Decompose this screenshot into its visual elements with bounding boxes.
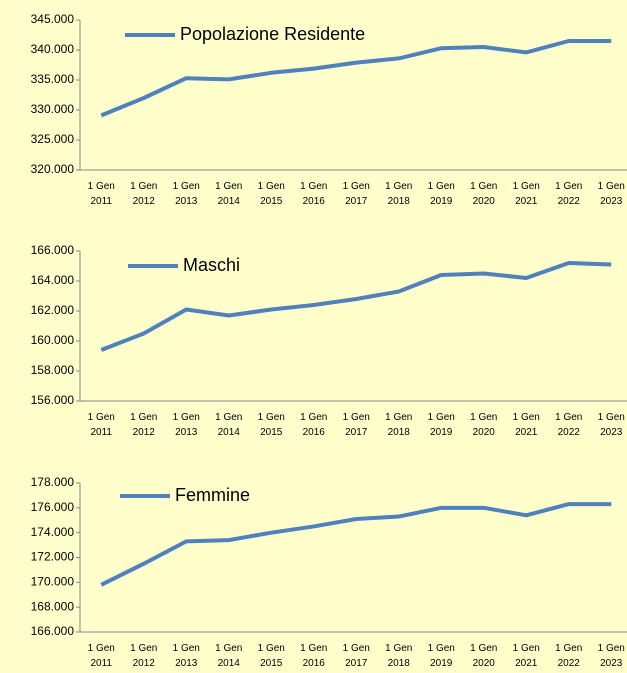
- y-tick-label: 166.000: [31, 624, 75, 638]
- x-tick-label: 1 Gen 2014: [215, 412, 243, 438]
- legend-label: Femmine: [175, 485, 250, 505]
- x-tick-label: 1 Gen 2017: [342, 412, 370, 438]
- y-tick-label: 162.000: [31, 303, 75, 317]
- y-tick-label: 320.000: [31, 162, 75, 176]
- y-tick-label: 340.000: [31, 42, 75, 56]
- x-tick-label: 1 Gen 2014: [215, 181, 243, 207]
- y-tick-label: 178.000: [31, 475, 75, 489]
- x-tick-label: 1 Gen 2023: [597, 643, 625, 669]
- y-tick-label: 158.000: [31, 363, 75, 377]
- x-tick-label: 1 Gen 2015: [257, 412, 285, 438]
- x-tick-label: 1 Gen 2012: [130, 643, 158, 669]
- x-tick-label: 1 Gen 2014: [215, 643, 243, 669]
- y-tick-label: 168.000: [31, 599, 75, 613]
- y-tick-label: 156.000: [31, 393, 75, 407]
- y-tick-label: 176.000: [31, 500, 75, 514]
- x-tick-label: 1 Gen 2021: [512, 643, 540, 669]
- x-tick-label: 1 Gen 2023: [597, 412, 625, 438]
- x-tick-label: 1 Gen 2012: [130, 181, 158, 207]
- y-tick-label: 170.000: [31, 575, 75, 589]
- x-tick-label: 1 Gen 2019: [427, 412, 455, 438]
- y-tick-label: 335.000: [31, 72, 75, 86]
- legend-label: Popolazione Residente: [180, 24, 365, 44]
- x-tick-label: 1 Gen 2018: [385, 181, 413, 207]
- x-tick-label: 1 Gen 2015: [257, 643, 285, 669]
- y-tick-label: 325.000: [31, 132, 75, 146]
- x-tick-label: 1 Gen 2020: [470, 643, 498, 669]
- x-tick-label: 1 Gen 2021: [512, 181, 540, 207]
- x-tick-label: 1 Gen 2017: [342, 181, 370, 207]
- x-tick-label: 1 Gen 2011: [87, 643, 115, 669]
- x-tick-label: 1 Gen 2020: [470, 412, 498, 438]
- x-tick-label: 1 Gen 2016: [300, 643, 328, 669]
- legend-label: Maschi: [183, 255, 240, 275]
- x-tick-label: 1 Gen 2015: [257, 181, 285, 207]
- series-line: [100, 502, 612, 587]
- x-tick-label: 1 Gen 2011: [87, 412, 115, 438]
- series-line: [100, 39, 612, 118]
- x-tick-label: 1 Gen 2013: [172, 412, 200, 438]
- y-tick-label: 330.000: [31, 102, 75, 116]
- y-tick-label: 160.000: [31, 333, 75, 347]
- x-tick-label: 1 Gen 2019: [427, 181, 455, 207]
- x-tick-label: 1 Gen 2016: [300, 412, 328, 438]
- x-tick-label: 1 Gen 2022: [555, 181, 583, 207]
- x-tick-label: 1 Gen 2022: [555, 643, 583, 669]
- y-tick-label: 166.000: [31, 243, 75, 257]
- x-tick-label: 1 Gen 2012: [130, 412, 158, 438]
- x-tick-label: 1 Gen 2011: [87, 181, 115, 207]
- x-tick-label: 1 Gen 2017: [342, 643, 370, 669]
- x-tick-label: 1 Gen 2016: [300, 181, 328, 207]
- x-tick-label: 1 Gen 2013: [172, 643, 200, 669]
- x-tick-label: 1 Gen 2018: [385, 412, 413, 438]
- x-tick-label: 1 Gen 2013: [172, 181, 200, 207]
- x-tick-label: 1 Gen 2021: [512, 412, 540, 438]
- y-tick-label: 172.000: [31, 550, 75, 564]
- series-line: [100, 261, 612, 352]
- y-tick-label: 345.000: [31, 12, 75, 26]
- x-tick-label: 1 Gen 2023: [597, 181, 625, 207]
- x-tick-label: 1 Gen 2018: [385, 643, 413, 669]
- x-tick-label: 1 Gen 2020: [470, 181, 498, 207]
- x-tick-label: 1 Gen 2019: [427, 643, 455, 669]
- x-tick-label: 1 Gen 2022: [555, 412, 583, 438]
- y-tick-label: 174.000: [31, 525, 75, 539]
- y-tick-label: 164.000: [31, 273, 75, 287]
